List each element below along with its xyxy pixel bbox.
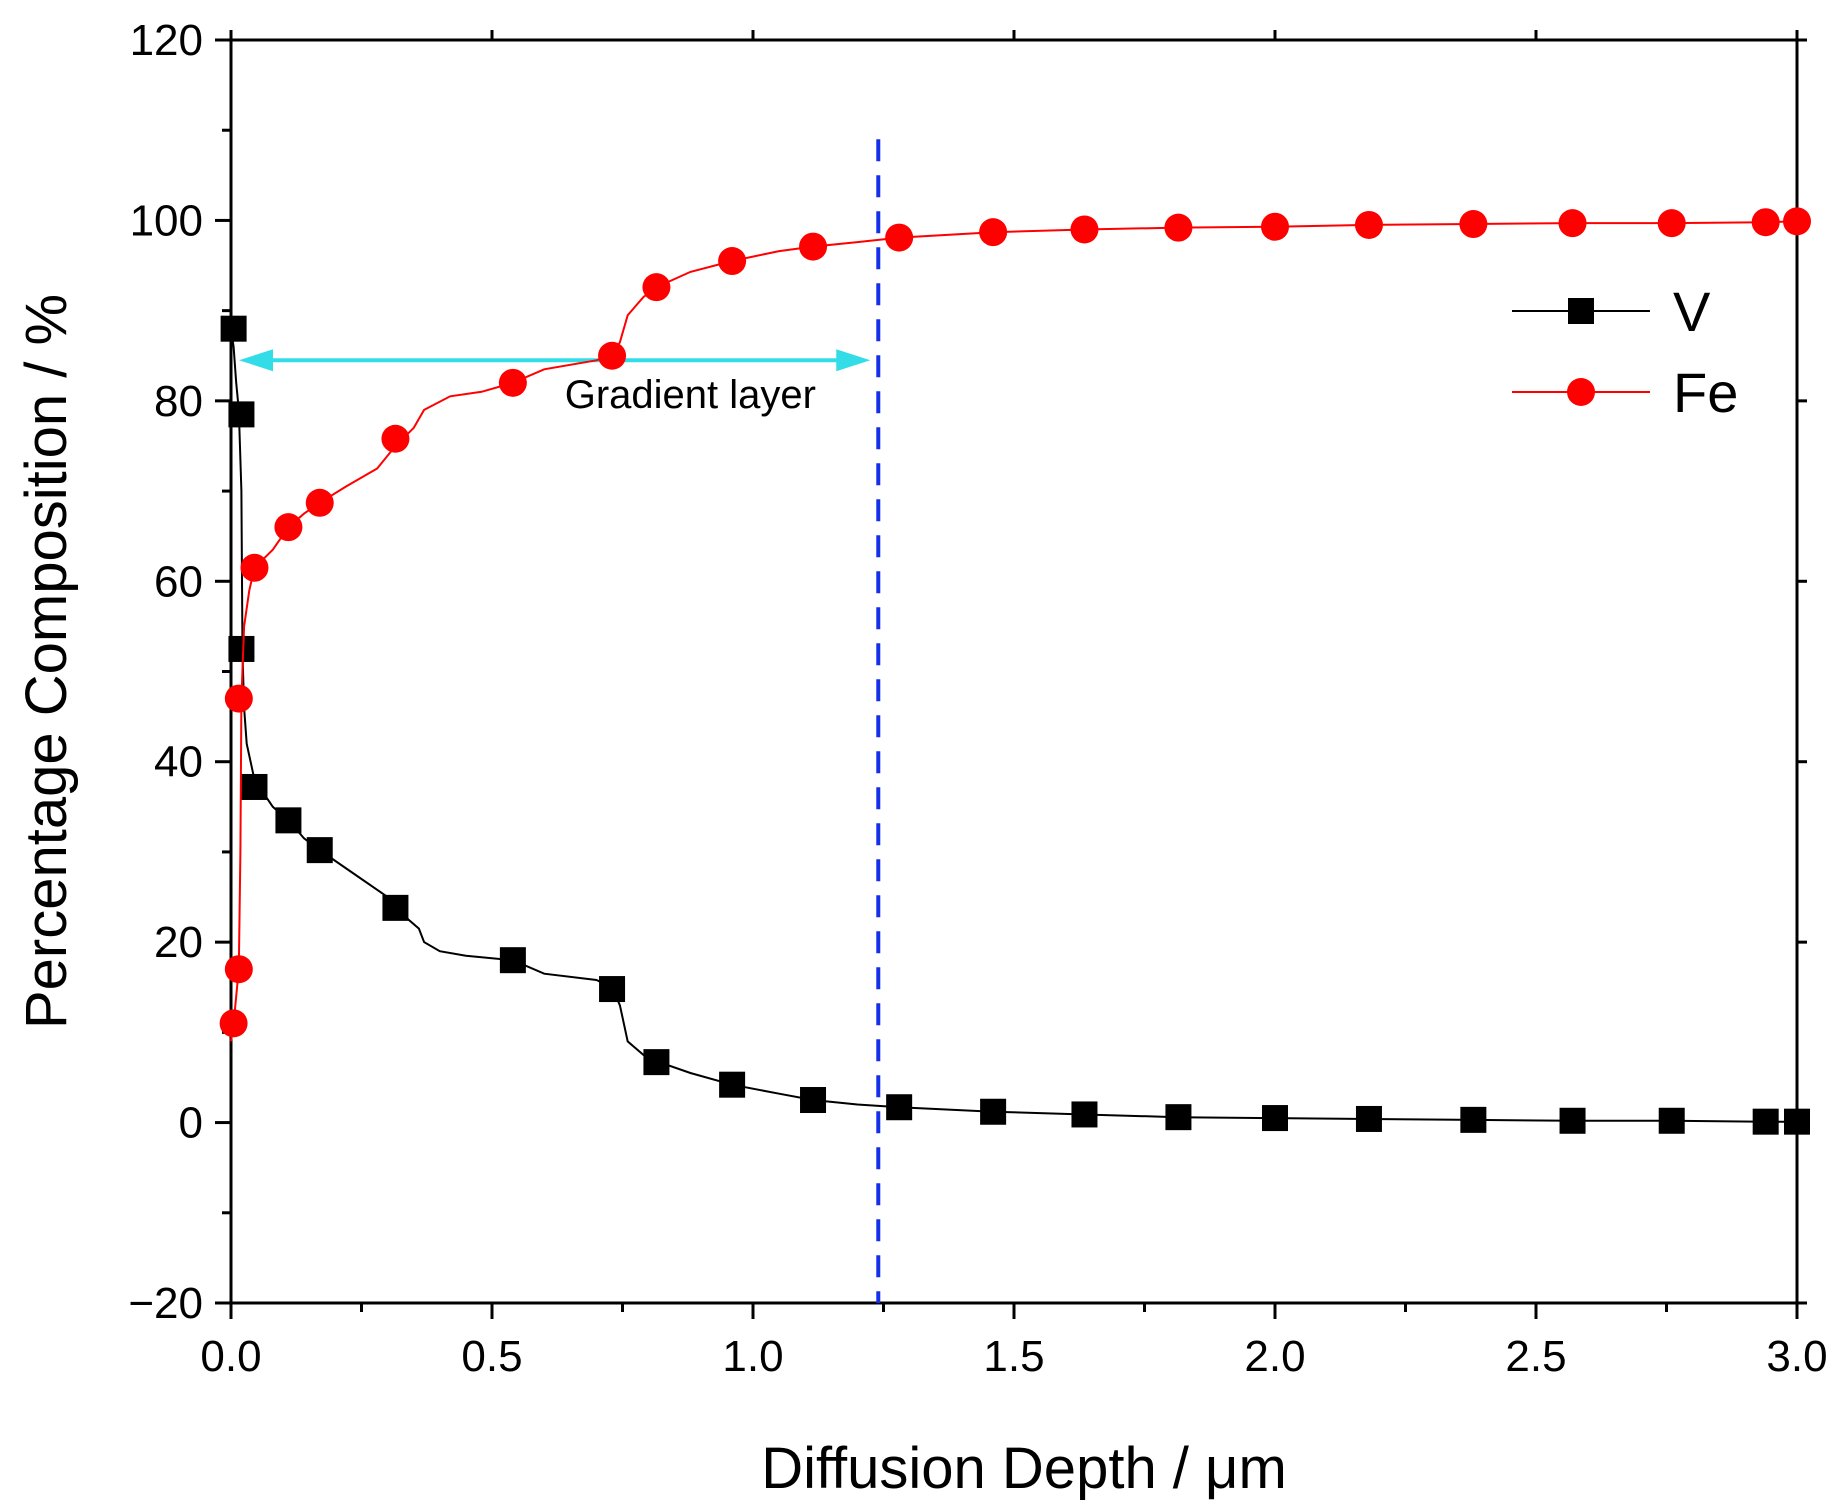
data-point-fe: [1558, 209, 1587, 238]
data-point-v: [643, 1049, 670, 1076]
data-point-v: [1784, 1108, 1810, 1135]
data-point-fe: [718, 247, 747, 276]
data-point-fe: [1261, 212, 1289, 241]
data-point-v: [1262, 1105, 1288, 1132]
data-point-fe: [274, 513, 303, 542]
data-point-v: [220, 315, 247, 342]
gradient-layer-label: Gradient layer: [565, 373, 816, 417]
x-tick-label: 1.5: [983, 1332, 1044, 1381]
data-point-v: [1071, 1101, 1098, 1128]
legend-fe-marker: [1567, 378, 1595, 406]
legend-v-label: V: [1673, 280, 1711, 343]
series-v: [220, 315, 1810, 1135]
series-v-line: [230, 328, 1797, 1123]
x-tick-label: 1.0: [722, 1332, 783, 1381]
gradient-layer-arrow: [239, 349, 871, 372]
data-point-v: [228, 401, 255, 428]
data-point-v: [599, 976, 626, 1003]
data-point-fe: [1751, 208, 1780, 237]
x-tick-label: 0.5: [461, 1332, 522, 1381]
data-point-v: [980, 1098, 1007, 1125]
data-point-fe: [799, 232, 828, 261]
tick-labels: 0.0 0.5 1.0 1.5 2.0 2.5 3.0 −20 0 20 40 60 80 100 120: [128, 16, 1827, 1381]
data-point-fe: [1070, 215, 1099, 244]
y-tick-label: 40: [154, 738, 203, 787]
data-point-fe: [1164, 213, 1193, 242]
y-tick-label: 80: [154, 377, 203, 426]
data-point-fe: [381, 424, 410, 453]
data-point-v: [499, 947, 526, 974]
series-fe: [219, 207, 1811, 1042]
data-point-v: [275, 807, 302, 834]
annotations: Gradient layer: [239, 139, 881, 1303]
legend-entry-v: V: [1512, 280, 1711, 343]
data-point-v: [800, 1087, 827, 1114]
legend-v-marker: [1568, 298, 1594, 324]
series-layer: [219, 207, 1811, 1135]
data-point-v: [1165, 1104, 1192, 1131]
data-point-v: [1355, 1105, 1382, 1132]
x-tick-label: 0.0: [200, 1332, 261, 1381]
legend-entry-fe: Fe: [1512, 361, 1738, 424]
y-axis-title: Percentage Composition / %: [14, 294, 79, 1029]
y-tick-label: 60: [154, 557, 203, 606]
data-point-v: [1752, 1108, 1779, 1135]
x-tick-label: 2.0: [1244, 1332, 1305, 1381]
data-point-fe: [1354, 210, 1383, 239]
data-point-fe: [642, 273, 671, 302]
legend-fe-label: Fe: [1673, 361, 1738, 424]
data-point-fe: [224, 684, 253, 713]
legend: V Fe: [1512, 280, 1738, 424]
data-point-v: [1460, 1106, 1487, 1133]
data-point-fe: [498, 368, 527, 397]
data-point-v: [382, 894, 409, 921]
y-tick-label: 100: [130, 196, 203, 245]
axis-ticks: [215, 30, 1807, 1319]
data-point-v: [886, 1094, 913, 1121]
data-point-v: [719, 1071, 746, 1098]
y-tick-label: 20: [154, 918, 203, 967]
data-point-fe: [219, 1009, 248, 1038]
y-tick-label: 0: [179, 1099, 203, 1148]
x-axis-title: Diffusion Depth / μm: [761, 1436, 1287, 1501]
data-point-v: [1658, 1107, 1685, 1134]
gradient-arrow-head-right: [836, 349, 871, 372]
data-point-v: [241, 773, 268, 800]
x-tick-label: 2.5: [1505, 1332, 1566, 1381]
data-point-v: [306, 837, 333, 864]
data-point-v: [1559, 1107, 1586, 1134]
data-point-fe: [979, 218, 1008, 247]
x-tick-label: 3.0: [1766, 1332, 1827, 1381]
data-point-fe: [885, 223, 914, 252]
data-point-fe: [1657, 209, 1686, 238]
data-point-fe: [305, 488, 334, 517]
data-point-fe: [598, 341, 627, 370]
data-point-fe: [1783, 207, 1811, 236]
gradient-arrow-head-left: [239, 349, 273, 372]
series-fe-line: [230, 220, 1798, 1042]
y-tick-label: 120: [130, 16, 203, 65]
data-point-fe: [240, 553, 269, 582]
data-point-fe: [224, 955, 253, 984]
y-tick-label: −20: [128, 1279, 203, 1328]
data-point-fe: [1459, 210, 1488, 239]
data-point-v: [228, 635, 255, 662]
